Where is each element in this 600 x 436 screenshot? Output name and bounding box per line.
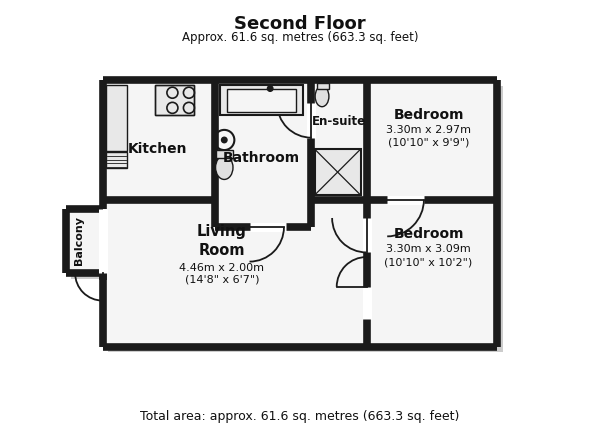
- Ellipse shape: [315, 86, 329, 107]
- Text: Bedroom: Bedroom: [393, 108, 464, 122]
- Text: Total area: approx. 61.6 sq. metres (663.3 sq. feet): Total area: approx. 61.6 sq. metres (663…: [140, 410, 460, 423]
- Bar: [317, 83, 329, 89]
- Bar: [220, 85, 303, 115]
- Bar: [155, 85, 194, 115]
- Text: En-suite: En-suite: [312, 115, 366, 128]
- Text: 4.46m x 2.00m: 4.46m x 2.00m: [179, 262, 265, 272]
- Bar: [108, 86, 503, 352]
- Circle shape: [221, 137, 227, 143]
- Ellipse shape: [215, 156, 233, 180]
- Bar: [71, 215, 108, 279]
- Text: Approx. 61.6 sq. metres (663.3 sq. feet): Approx. 61.6 sq. metres (663.3 sq. feet): [182, 31, 418, 44]
- Circle shape: [268, 86, 273, 91]
- Bar: [103, 80, 497, 347]
- Text: (14'8" x 6'7"): (14'8" x 6'7"): [185, 275, 259, 285]
- Bar: [106, 85, 127, 151]
- Bar: [314, 149, 361, 195]
- Text: 3.30m x 3.09m: 3.30m x 3.09m: [386, 244, 471, 254]
- Text: Second Floor: Second Floor: [234, 15, 366, 33]
- Text: (10'10" x 10'2"): (10'10" x 10'2"): [385, 257, 473, 267]
- Bar: [66, 209, 103, 273]
- Bar: [155, 85, 194, 115]
- Text: (10'10" x 9'9"): (10'10" x 9'9"): [388, 138, 469, 148]
- Bar: [227, 89, 296, 112]
- Text: Balcony: Balcony: [74, 216, 84, 266]
- Text: 3.30m x 2.97m: 3.30m x 2.97m: [386, 125, 471, 135]
- Text: Living
Room: Living Room: [197, 224, 247, 258]
- Text: Kitchen: Kitchen: [128, 142, 187, 156]
- Bar: [217, 150, 233, 158]
- Text: Bedroom: Bedroom: [393, 227, 464, 241]
- Text: Bathroom: Bathroom: [223, 151, 299, 165]
- Bar: [106, 152, 127, 168]
